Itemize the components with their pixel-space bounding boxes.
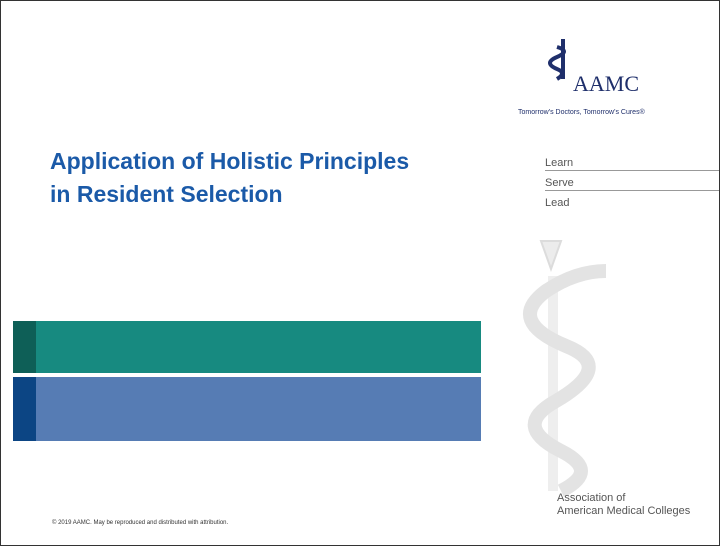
title-line: Application of Holistic Principles	[50, 148, 409, 175]
value-item: Learn	[545, 157, 720, 171]
teal-bar-accent	[13, 321, 36, 373]
logo-tagline: Tomorrow's Doctors, Tomorrow's Cures®	[518, 109, 645, 116]
teal-bar	[13, 321, 481, 373]
org-name: American Medical Colleges	[557, 505, 690, 517]
org-name: Association of	[557, 492, 625, 504]
blue-bar-accent	[13, 377, 36, 441]
footer: © 2019 AAMC. May be reproduced and distr…	[52, 520, 228, 526]
blue-bar	[13, 377, 481, 441]
slide: AAMC Tomorrow's Doctors, Tomorrow's Cure…	[0, 0, 720, 546]
title-line: in Resident Selection	[50, 181, 283, 208]
logo-name: AAMC	[573, 71, 639, 97]
logo-mark	[550, 39, 564, 79]
value-item: Serve	[545, 177, 720, 191]
staff-graphic	[530, 241, 606, 491]
value-item: Lead	[545, 197, 569, 209]
